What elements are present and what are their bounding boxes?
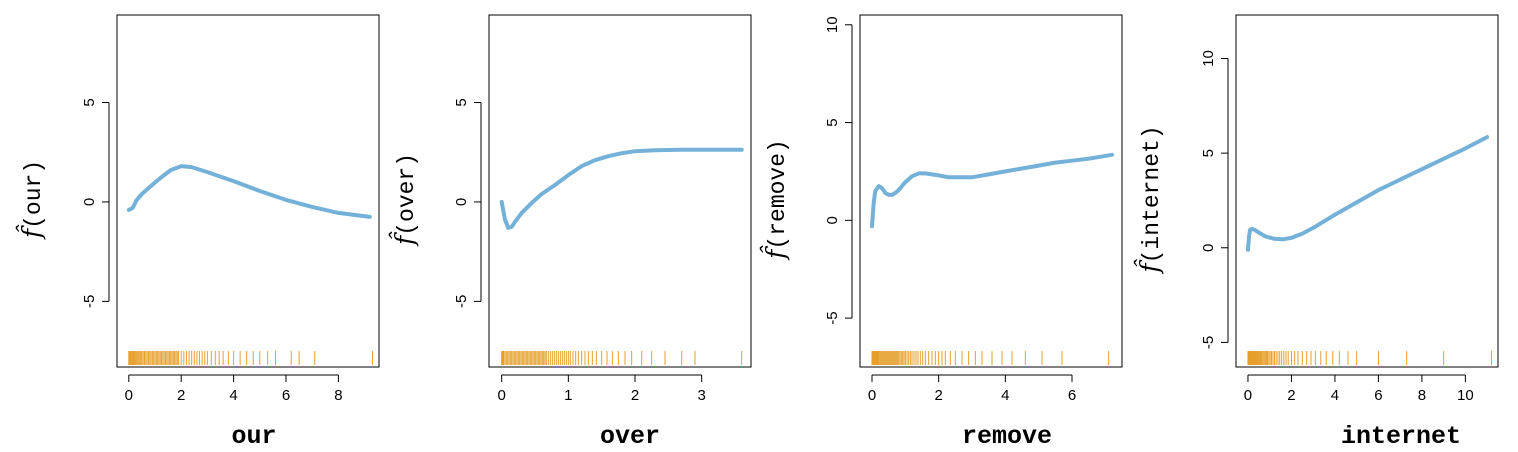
- chart-panel-our: 0 2 4 6 8 -5 0 5 our f̂(our): [17, 14, 380, 451]
- x-axis-title: over: [600, 422, 660, 451]
- curve-internet: [1246, 135, 1490, 252]
- y-axis: -5 0 5: [81, 98, 110, 308]
- x-tick-label: 4: [229, 387, 237, 404]
- plot-frame: [116, 14, 380, 368]
- x-axis: 0 1 2 3: [497, 374, 706, 404]
- plot-frame: [488, 14, 752, 368]
- x-tick-label: 2: [934, 387, 942, 404]
- y-tick-label: 5: [824, 118, 841, 126]
- x-tick-label: 6: [1374, 387, 1382, 404]
- y-axis: -5 0 5: [453, 98, 482, 308]
- y-tick-label: 0: [81, 198, 98, 206]
- x-axis: 0 2 4 6 8: [125, 374, 343, 404]
- y-axis: -5 0 5 10: [824, 16, 853, 325]
- rug-marks: [501, 351, 743, 365]
- y-tick-label: 0: [824, 216, 841, 224]
- x-axis-title: our: [231, 422, 276, 451]
- chart-panel-remove: 0 2 4 6 -5 0 5 10 remove f̂(remove): [761, 14, 1123, 451]
- y-axis-title: f̂(our): [17, 160, 47, 240]
- y-tick-label: 5: [81, 98, 98, 106]
- y-tick-label: 5: [453, 98, 470, 106]
- y-axis-title: f̂(over): [390, 153, 420, 247]
- x-axis-title: internet: [1341, 422, 1461, 451]
- x-tick-label: 0: [125, 387, 133, 404]
- rug-marks: [871, 351, 1110, 365]
- y-tick-label: 10: [824, 16, 841, 33]
- x-tick-label: 6: [282, 387, 290, 404]
- plot-frame: [1235, 14, 1499, 368]
- x-axis-title: remove: [962, 422, 1052, 451]
- y-tick-label: -5: [453, 295, 470, 308]
- y-axis-title-argument: (remove): [765, 139, 791, 249]
- x-tick-label: 0: [1244, 387, 1252, 404]
- y-tick-label: -5: [81, 295, 98, 308]
- x-tick-label: 6: [1068, 387, 1076, 404]
- curve-our: [126, 164, 372, 219]
- curve-remove: [870, 152, 1114, 229]
- curve-over: [499, 147, 744, 230]
- y-axis-title-argument: (internet): [1139, 125, 1165, 263]
- y-tick-label: 5: [1200, 149, 1217, 157]
- x-tick-label: 1: [564, 387, 572, 404]
- x-tick-label: 3: [697, 387, 705, 404]
- y-axis-title: f̂(internet): [1135, 125, 1165, 274]
- x-tick-label: 2: [177, 387, 185, 404]
- x-tick-label: 4: [1331, 387, 1339, 404]
- y-axis-title-argument: (over): [394, 153, 420, 236]
- y-axis-title-argument: (our): [21, 160, 47, 229]
- x-tick-label: 4: [1001, 387, 1009, 404]
- y-tick-label: 0: [453, 198, 470, 206]
- x-tick-label: 8: [1418, 387, 1426, 404]
- rug-marks: [128, 351, 373, 365]
- y-axis: -5 0 5 10: [1200, 50, 1229, 349]
- plot-frame: [859, 14, 1123, 368]
- chart-panel-over: 0 1 2 3 -5 0 5 over f̂(over): [390, 14, 752, 451]
- x-tick-label: 0: [497, 387, 505, 404]
- y-axis-title: f̂(remove): [761, 139, 791, 261]
- y-tick-label: -5: [1200, 336, 1217, 349]
- x-axis: 0 2 4 6: [868, 374, 1076, 404]
- x-axis: 0 2 4 6 8 10: [1244, 374, 1474, 404]
- x-tick-label: 2: [1287, 387, 1295, 404]
- chart-panel-internet: 0 2 4 6 8 10 -5 0 5 10 internet f̂(internet): [1135, 14, 1499, 451]
- y-tick-label: 0: [1200, 244, 1217, 252]
- x-tick-label: 0: [868, 387, 876, 404]
- x-tick-label: 2: [631, 387, 639, 404]
- x-tick-label: 8: [334, 387, 342, 404]
- y-tick-label: -5: [824, 311, 841, 324]
- y-tick-label: 10: [1200, 50, 1217, 67]
- rug-marks: [1247, 351, 1492, 365]
- x-tick-label: 10: [1457, 387, 1474, 404]
